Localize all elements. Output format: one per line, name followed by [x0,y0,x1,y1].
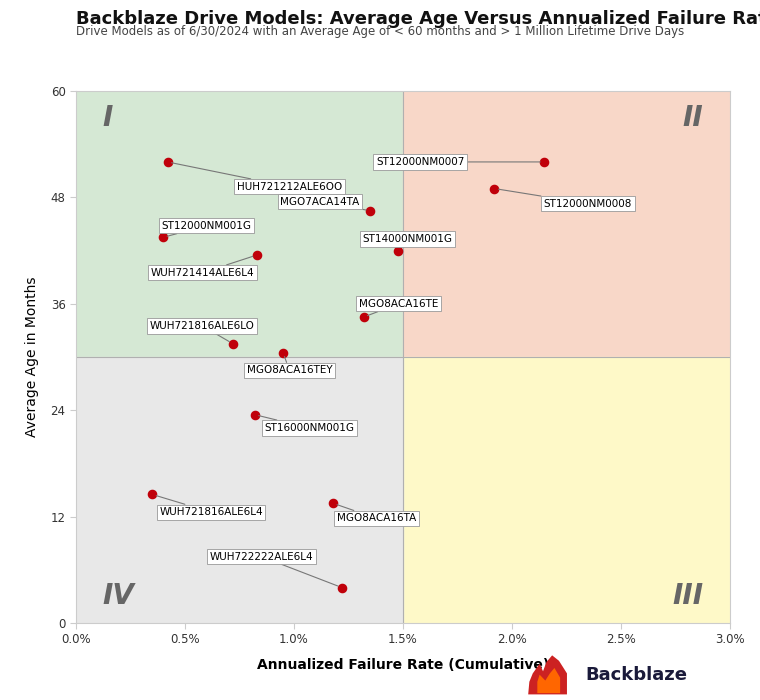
Point [336,582,348,593]
Point [226,338,239,349]
Text: WUH721414ALE6L4: WUH721414ALE6L4 [150,256,254,278]
Text: IV: IV [102,582,134,610]
Text: Drive Models as of 6/30/2024 with an Average Age of < 60 months and > 1 Million : Drive Models as of 6/30/2024 with an Ave… [76,25,684,38]
Text: ST12000NM001G: ST12000NM001G [162,220,252,236]
Y-axis label: Average Age in Months: Average Age in Months [26,276,40,438]
Text: WUH721816ALE6LO: WUH721816ALE6LO [150,321,255,342]
Point [277,347,289,358]
Text: I: I [102,104,112,132]
Text: MGO8ACA16TE: MGO8ACA16TE [359,299,438,316]
Text: Backblaze: Backblaze [585,666,687,685]
Point [249,409,261,420]
Text: III: III [673,582,704,610]
Polygon shape [528,655,567,694]
Point [327,498,339,509]
X-axis label: Annualized Failure Rate (Cumulative): Annualized Failure Rate (Cumulative) [257,657,549,671]
Point [146,489,158,500]
Text: Backblaze Drive Models: Average Age Versus Annualized Failure Rate: Backblaze Drive Models: Average Age Vers… [76,10,760,29]
Text: ST12000NM0007: ST12000NM0007 [376,157,540,167]
Text: MGO8ACA16TA: MGO8ACA16TA [337,505,416,524]
Point [157,232,169,243]
Text: WUH721816ALE6L4: WUH721816ALE6L4 [157,496,263,517]
Text: HUH721212ALE6OO: HUH721212ALE6OO [172,163,342,192]
Point [364,205,376,216]
Text: MGO8ACA16TEY: MGO8ACA16TEY [247,356,332,375]
Text: ST16000NM001G: ST16000NM001G [258,416,354,433]
Point [357,312,369,323]
Text: ST14000NM001G: ST14000NM001G [363,234,452,247]
Polygon shape [537,668,560,693]
Text: WUH722222ALE6L4: WUH722222ALE6L4 [209,552,338,586]
Text: MGO7ACA14TA: MGO7ACA14TA [280,197,366,210]
Text: ST12000NM0008: ST12000NM0008 [499,189,632,209]
Point [161,156,173,167]
Point [488,183,500,194]
Text: II: II [682,104,704,132]
Point [392,245,404,256]
Point [538,156,550,167]
Point [251,249,263,260]
